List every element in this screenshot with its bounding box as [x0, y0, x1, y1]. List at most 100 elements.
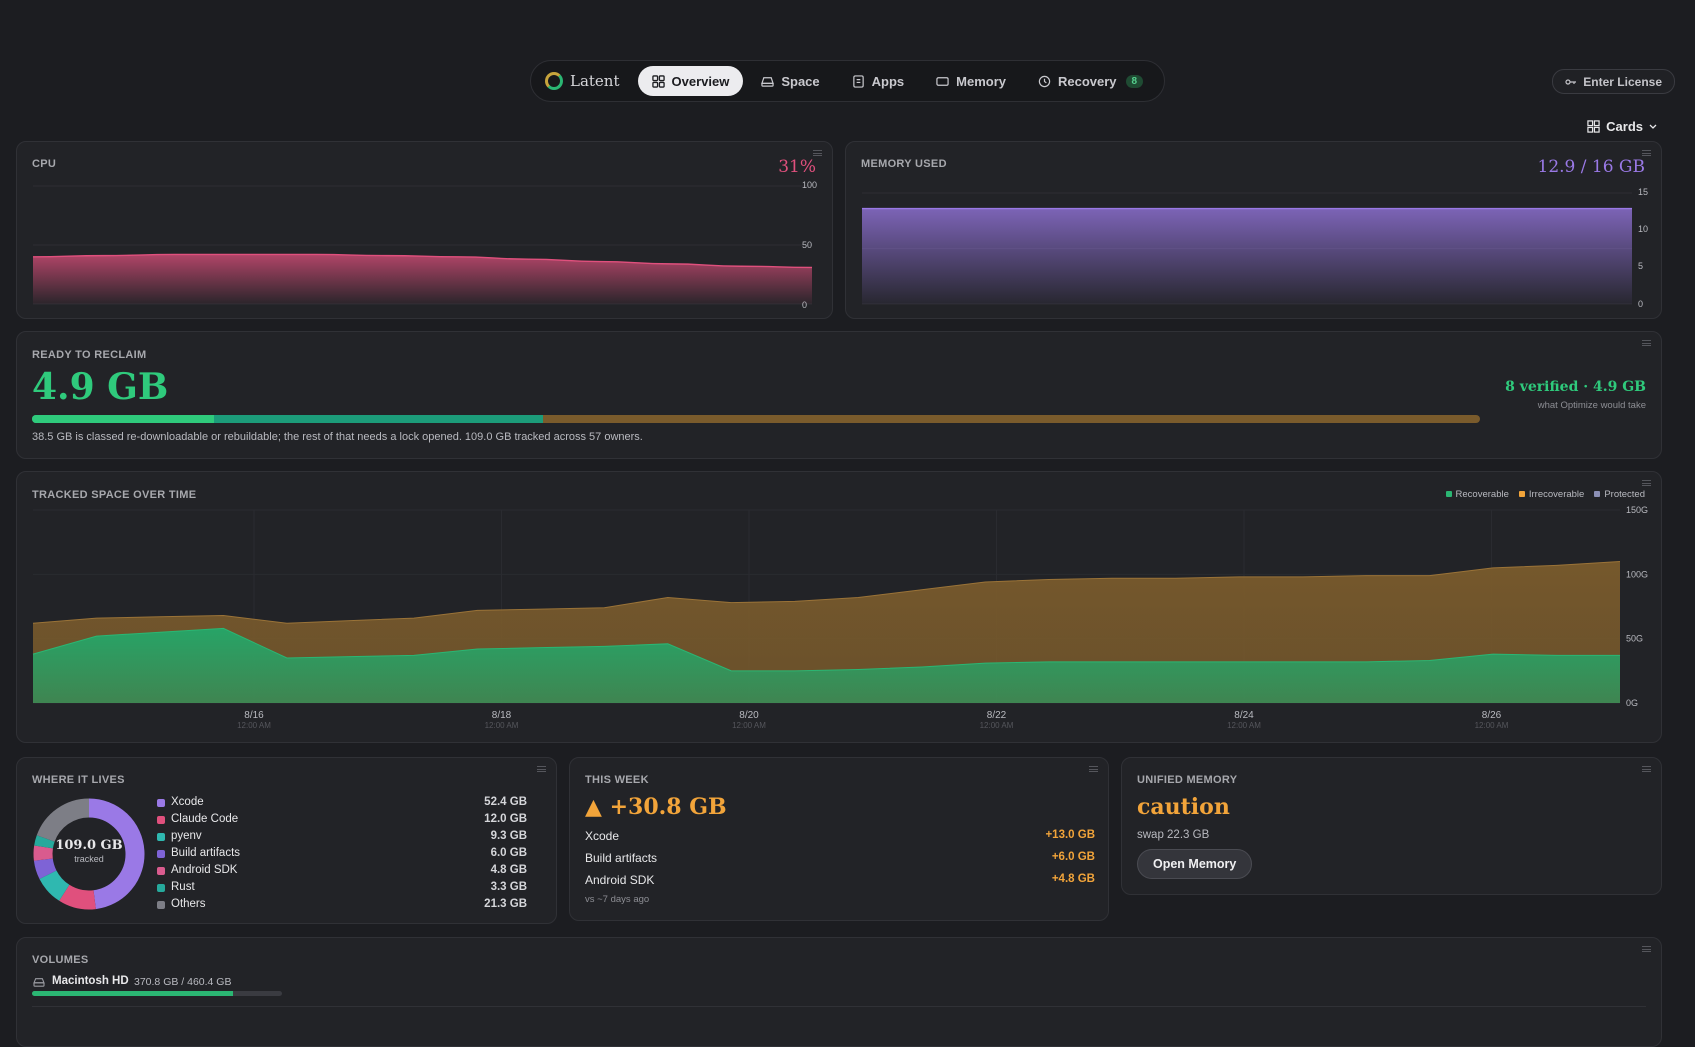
enter-license-button[interactable]: Enter License	[1552, 69, 1675, 94]
color-swatch	[157, 833, 165, 841]
memory-value: 12.9 / 16 GB	[1537, 157, 1646, 177]
drag-handle-icon[interactable]	[1642, 340, 1651, 346]
color-swatch	[157, 799, 165, 807]
memory-chart	[862, 192, 1632, 305]
storage-item[interactable]: Xcode 52.4 GB	[157, 796, 527, 813]
tab-space[interactable]: Space	[747, 66, 833, 96]
tab-overview[interactable]: Overview	[637, 66, 744, 96]
x-tick-time: 12:00 AM	[1475, 721, 1509, 730]
x-tick-date: 8/18	[492, 710, 512, 721]
tab-apps[interactable]: Apps	[838, 66, 919, 96]
memory-tick-0: 0	[1638, 299, 1644, 309]
x-tick-date: 8/24	[1234, 710, 1254, 721]
week-item[interactable]: Android SDK +4.8 GB	[585, 873, 1095, 887]
logo-icon	[545, 72, 563, 90]
where-it-lives-panel: WHERE IT LIVES 109.0 GB tracked Xcode 52.…	[16, 757, 557, 924]
legend-label: Irrecoverable	[1528, 489, 1585, 500]
storage-item-size: 52.4 GB	[484, 796, 527, 808]
volumes-title: VOLUMES	[32, 954, 89, 966]
area-fill	[33, 254, 812, 304]
storage-donut	[33, 798, 145, 910]
drag-handle-icon[interactable]	[1089, 766, 1098, 772]
storage-item-name: pyenv	[171, 830, 202, 842]
donut-slice-build-artifacts	[33, 858, 57, 880]
memory-tick-5: 5	[1638, 261, 1644, 271]
tab-space-label: Space	[781, 73, 820, 89]
drag-handle-icon[interactable]	[1642, 150, 1651, 156]
storage-item[interactable]: pyenv 9.3 GB	[157, 830, 527, 847]
week-item[interactable]: Xcode +13.0 GB	[585, 829, 1095, 843]
memory-tick-15: 15	[1638, 187, 1649, 197]
memory-status: caution	[1137, 794, 1230, 820]
volume-usage: 370.8 GB / 460.4 GB	[134, 976, 232, 988]
storage-item[interactable]: Others 21.3 GB	[157, 898, 527, 915]
tab-memory-label: Memory	[956, 73, 1006, 89]
this-week-panel: THIS WEEK ▲ +30.8 GB Xcode +13.0 GB Build …	[569, 757, 1109, 921]
storage-item-name: Xcode	[171, 796, 204, 808]
legend-protected: Protected	[1594, 489, 1645, 500]
x-tick-date: 8/22	[987, 710, 1007, 721]
legend-swatch	[1445, 491, 1452, 497]
recoverable-line	[32, 627, 1620, 672]
memory-title: MEMORY USED	[861, 158, 947, 170]
tab-memory[interactable]: Memory	[922, 66, 1020, 96]
drive-icon	[761, 76, 775, 87]
storage-item-size: 9.3 GB	[490, 830, 527, 842]
history-icon	[1038, 75, 1051, 87]
storage-item-size: 6.0 GB	[490, 847, 527, 859]
memory-tick-10: 10	[1638, 224, 1649, 234]
view-toggle[interactable]: Cards	[1587, 119, 1657, 134]
volumes-panel: VOLUMES Macintosh HD 370.8 GB / 460.4 GB	[16, 937, 1662, 1047]
irrecoverable-line	[32, 560, 1621, 624]
view-toggle-label: Cards	[1606, 119, 1643, 134]
reclaim-note: 38.5 GB is classed re-downloadable or re…	[32, 431, 643, 443]
week-item-name: Xcode	[585, 829, 620, 843]
reclaim-bar-recoverable	[32, 415, 544, 423]
x-tick-time: 12:00 AM	[485, 721, 519, 730]
cpu-tick-50: 50	[802, 240, 813, 250]
tab-recovery[interactable]: Recovery 8	[1024, 66, 1157, 96]
open-memory-button[interactable]: Open Memory	[1137, 849, 1253, 879]
verified-subtitle: what Optimize would take	[1537, 400, 1646, 411]
recoverable-area	[33, 628, 1620, 703]
y-tick: 50G	[1626, 634, 1643, 644]
drag-handle-icon[interactable]	[813, 150, 822, 156]
drag-handle-icon[interactable]	[537, 766, 546, 772]
drag-handle-icon[interactable]	[1642, 766, 1651, 772]
week-item-delta: +4.8 GB	[1051, 873, 1095, 885]
app-icon	[852, 74, 864, 88]
storage-item[interactable]: Claude Code 12.0 GB	[157, 813, 527, 830]
drag-handle-icon[interactable]	[1642, 480, 1651, 486]
week-item-delta: +6.0 GB	[1051, 851, 1095, 863]
donut-slice-xcode	[88, 798, 145, 910]
storage-item[interactable]: Build artifacts 6.0 GB	[157, 847, 527, 864]
chevron-down-icon	[1649, 124, 1657, 129]
week-item-name: Android SDK	[585, 873, 655, 887]
brand[interactable]: Latent	[539, 72, 634, 90]
legend-recoverable: Recoverable	[1445, 489, 1509, 500]
memory-panel: MEMORY USED 12.9 / 16 GB 15 10 5 0	[845, 141, 1662, 319]
drag-handle-icon[interactable]	[1642, 946, 1651, 952]
storage-item-name: Claude Code	[171, 813, 239, 825]
volume-bar-fill	[32, 991, 234, 996]
legend-swatch	[1518, 491, 1525, 497]
donut-total: 109.0 GB	[55, 838, 123, 853]
y-tick: 150G	[1626, 505, 1648, 515]
color-swatch	[157, 867, 165, 875]
unified-title: UNIFIED MEMORY	[1137, 774, 1238, 786]
storage-item-size: 4.8 GB	[490, 864, 527, 876]
swap-usage: swap 22.3 GB	[1137, 829, 1210, 841]
chart-legend: Recoverable Irrecoverable Protected	[1445, 489, 1645, 500]
tracked-space-panel: TRACKED SPACE OVER TIME Recoverable Irre…	[16, 471, 1662, 743]
week-footer: vs ~7 days ago	[585, 894, 650, 905]
storage-item[interactable]: Rust 3.3 GB	[157, 881, 527, 898]
storage-item-size: 3.3 GB	[490, 881, 527, 893]
donut-slice-claude-code	[59, 884, 96, 910]
week-item[interactable]: Build artifacts +6.0 GB	[585, 851, 1095, 865]
reclaim-bar	[32, 415, 1480, 423]
cpu-tick-100: 100	[802, 180, 818, 190]
storage-item[interactable]: Android SDK 4.8 GB	[157, 864, 527, 881]
cpu-panel: CPU 31% 100 50 0	[16, 141, 833, 319]
color-swatch	[157, 901, 165, 909]
